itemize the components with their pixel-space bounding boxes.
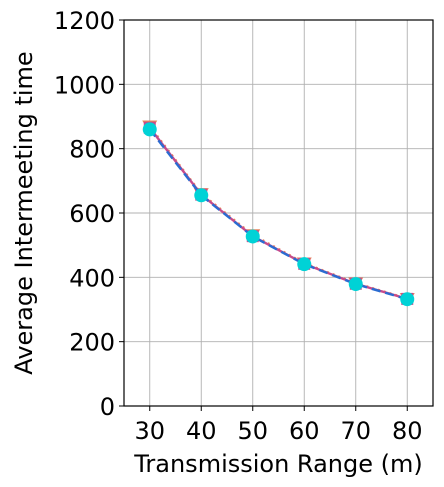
data-point bbox=[142, 122, 157, 137]
data-point bbox=[400, 292, 415, 307]
series-4 bbox=[142, 122, 415, 307]
x-tick-label: 30 bbox=[134, 417, 165, 445]
y-tick-label: 200 bbox=[69, 329, 115, 357]
x-tick-label: 70 bbox=[340, 417, 371, 445]
y-axis: 0 200 400 600 800 1000 1200 bbox=[54, 7, 124, 421]
y-axis-label: Average Intermeeting time bbox=[10, 51, 38, 374]
plot-area bbox=[123, 19, 434, 407]
y-tick-label: 800 bbox=[69, 136, 115, 164]
y-tick-label: 600 bbox=[69, 200, 115, 228]
y-tick-label: 1200 bbox=[54, 7, 115, 35]
data-point bbox=[297, 257, 312, 272]
x-axis: 30 40 50 60 70 80 bbox=[134, 406, 423, 445]
y-tick-label: 400 bbox=[69, 264, 115, 292]
x-tick-label: 40 bbox=[186, 417, 217, 445]
data-point bbox=[348, 277, 363, 292]
x-tick-label: 80 bbox=[392, 417, 423, 445]
x-tick-label: 60 bbox=[289, 417, 320, 445]
y-tick-label: 0 bbox=[100, 393, 115, 421]
series-line bbox=[148, 128, 408, 301]
series-layer bbox=[142, 120, 415, 307]
y-tick-label: 1000 bbox=[54, 71, 115, 99]
x-tick-label: 50 bbox=[237, 417, 268, 445]
grid bbox=[124, 19, 433, 407]
data-point bbox=[245, 229, 260, 244]
data-point bbox=[194, 188, 209, 203]
x-axis-label: Transmission Range (m) bbox=[133, 450, 422, 478]
